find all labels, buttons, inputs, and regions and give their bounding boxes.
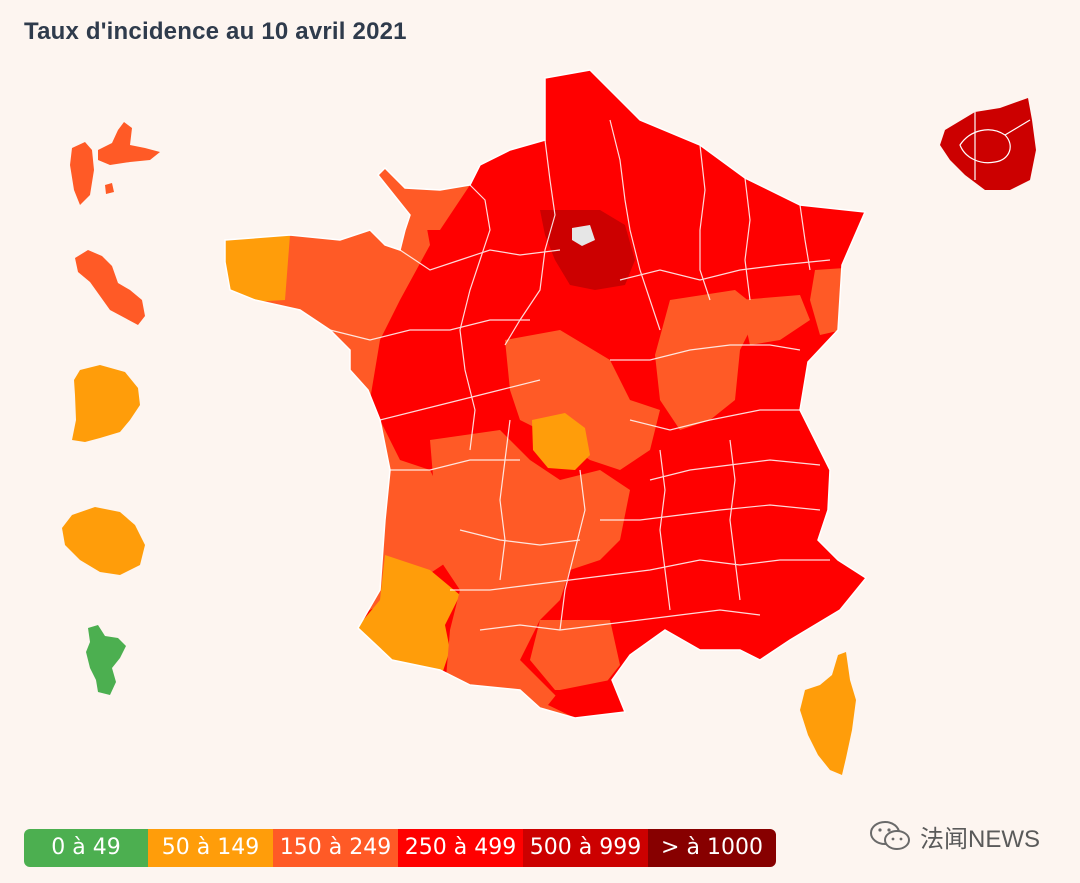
legend-item-0: 0 à 49	[24, 829, 148, 867]
watermark-text: 法闻NEWS	[920, 825, 1040, 853]
paris-inset	[940, 98, 1036, 190]
wechat-icon	[870, 821, 910, 850]
region-martinique	[75, 250, 145, 325]
region-guadeloupe	[70, 122, 160, 205]
legend-item-1: 50 à 149	[148, 829, 273, 867]
region-reunion	[62, 507, 145, 575]
region-mayotte	[86, 625, 126, 695]
watermark: 法闻NEWS	[868, 818, 1040, 854]
legend-item-5: > à 1000	[648, 829, 776, 867]
legend-item-3: 250 à 499	[398, 829, 523, 867]
region-guyane	[72, 365, 140, 442]
france-incidence-map	[62, 69, 1036, 775]
overseas-territories	[62, 122, 160, 695]
legend: 0 à 49 50 à 149 150 à 249 250 à 499 500 à 99…	[24, 829, 776, 867]
mainland-france	[224, 69, 868, 719]
legend-item-2: 150 à 249	[273, 829, 398, 867]
region-corsica	[800, 652, 856, 775]
map-title: Taux d'incidence au 10 avril 2021	[24, 18, 407, 45]
legend-item-4: 500 à 999	[523, 829, 648, 867]
